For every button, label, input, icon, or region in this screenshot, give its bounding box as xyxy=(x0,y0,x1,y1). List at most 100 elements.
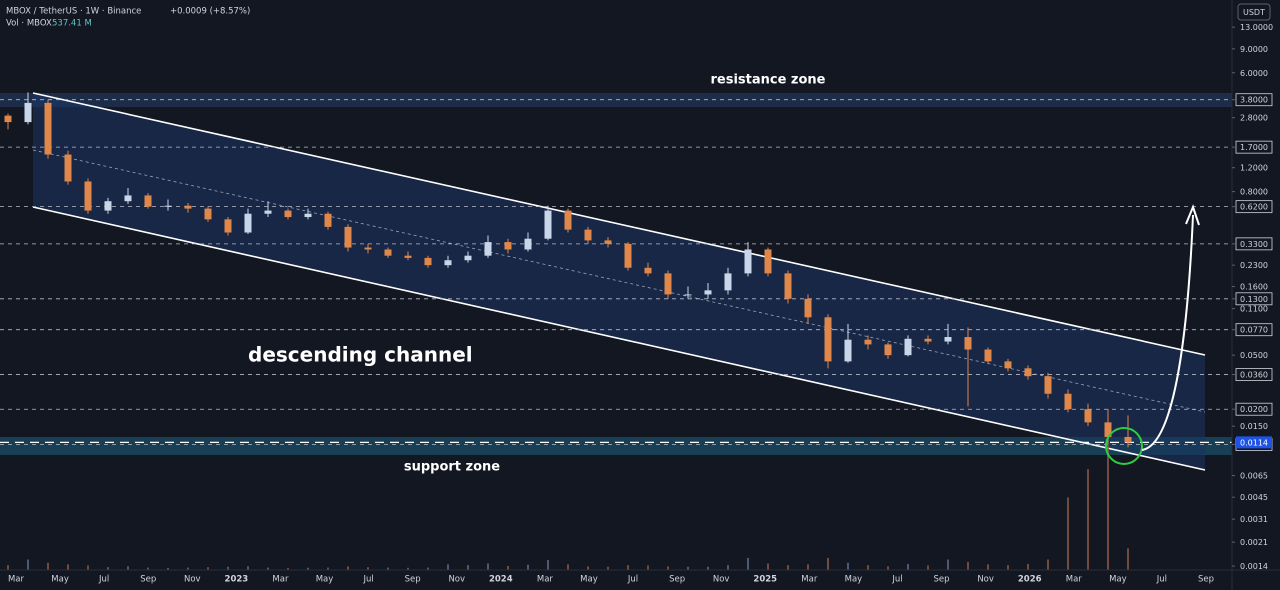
currency-box[interactable] xyxy=(1237,3,1271,21)
candle-body xyxy=(304,213,312,218)
y-tick-label: 0.0065 xyxy=(1240,472,1268,481)
y-tick-label: 9.0000 xyxy=(1240,45,1268,54)
volume-bar xyxy=(947,559,949,570)
x-tick-label: Mar xyxy=(1066,575,1083,585)
x-tick-label: May xyxy=(316,575,334,585)
change: +0.0009 (+8.57%) xyxy=(170,7,250,17)
candle-body xyxy=(684,294,692,296)
candle-body xyxy=(544,210,552,239)
x-tick-label: Nov xyxy=(713,575,730,585)
y-tick-label: 0.3300 xyxy=(1240,240,1268,249)
candle-body xyxy=(104,201,112,211)
y-tick-box xyxy=(1235,93,1273,107)
candle-body xyxy=(964,337,972,350)
volume-bar xyxy=(967,561,969,570)
y-tick-label: 0.0031 xyxy=(1240,515,1268,524)
symbol: MBOX / TetherUS · 1W · Binance xyxy=(6,7,141,17)
candle-body xyxy=(384,249,392,256)
x-tick-label: Sep xyxy=(934,575,950,585)
volume-bar xyxy=(767,563,769,570)
candle-body xyxy=(644,267,652,274)
volume-bar xyxy=(507,565,509,570)
candle-body xyxy=(424,257,432,266)
candle-body xyxy=(1084,409,1092,423)
last-price-box xyxy=(1236,436,1272,449)
y-tick-box xyxy=(1235,292,1273,306)
volume-bar xyxy=(667,566,669,570)
y-tick-label: 0.1600 xyxy=(1240,283,1268,292)
x-tick-label: Jul xyxy=(362,575,373,585)
candle-body xyxy=(1064,393,1072,410)
candle-body xyxy=(1104,422,1112,437)
y-tick-label: 0.2300 xyxy=(1240,261,1268,270)
candle-body xyxy=(364,247,372,250)
candle-body xyxy=(844,339,852,362)
volume-bar xyxy=(807,564,809,570)
volume-bar xyxy=(147,567,149,570)
candle-body xyxy=(144,195,152,207)
x-tick-label: May xyxy=(1109,575,1127,585)
volume-bar xyxy=(1107,445,1109,570)
volume-value: 537.41 M xyxy=(52,19,92,29)
x-tick-label: Nov xyxy=(977,575,994,585)
candle-body xyxy=(744,249,752,274)
x-tick-label: Sep xyxy=(1198,575,1214,585)
y-tick-label: 1.7000 xyxy=(1240,143,1268,152)
volume-bar xyxy=(1047,559,1049,570)
last-price-label: 0.0114 xyxy=(1240,438,1268,447)
y-tick-label: 0.1100 xyxy=(1240,305,1268,314)
support-band xyxy=(0,437,1232,455)
candle-body xyxy=(604,240,612,244)
volume-bar xyxy=(447,564,449,570)
candle-body xyxy=(804,298,812,318)
highlight-circle xyxy=(1105,427,1143,465)
y-tick-label: 0.0014 xyxy=(1240,562,1268,571)
x-tick-label: 2025 xyxy=(753,575,777,585)
y-tick-label: 0.0770 xyxy=(1240,326,1268,335)
candle-body xyxy=(884,344,892,356)
x-tick-label: Mar xyxy=(801,575,818,585)
volume-bar xyxy=(107,567,109,570)
volume-bar xyxy=(987,564,989,570)
candle-body xyxy=(904,338,912,356)
volume-bar xyxy=(1127,548,1129,570)
volume-bar xyxy=(887,566,889,570)
candle-body xyxy=(324,213,332,227)
x-tick-label: Nov xyxy=(184,575,201,585)
candle-body xyxy=(824,317,832,362)
volume-bar xyxy=(467,565,469,570)
volume-bar xyxy=(547,559,549,570)
volume-bar xyxy=(407,567,409,570)
projection-arrow xyxy=(1141,214,1194,451)
candle-body xyxy=(344,226,352,248)
volume-title: Vol · MBOX xyxy=(6,19,52,29)
candle-body xyxy=(664,273,672,295)
candle-body xyxy=(224,219,232,233)
y-tick-label: 0.0045 xyxy=(1240,493,1268,502)
channel-upper xyxy=(32,92,1206,356)
volume-bar xyxy=(427,567,429,570)
volume-bar xyxy=(707,566,709,570)
candle-body xyxy=(1124,436,1132,443)
candle-body xyxy=(864,339,872,345)
candle-body xyxy=(4,115,12,123)
volume-bar xyxy=(747,557,749,570)
y-tick-box xyxy=(1235,323,1273,337)
volume-bar xyxy=(487,563,489,570)
candle-body xyxy=(784,273,792,299)
volume-bar xyxy=(7,565,9,570)
volume-bar xyxy=(267,567,269,570)
currency[interactable]: USDT xyxy=(1243,8,1265,17)
volume-bar xyxy=(907,563,909,570)
channel-mid xyxy=(32,149,1206,413)
volume-bar xyxy=(387,567,389,570)
candle-body xyxy=(124,195,132,202)
y-tick-label: 6.0000 xyxy=(1240,69,1268,78)
channel-fill xyxy=(33,93,1205,470)
y-tick-label: 0.8000 xyxy=(1240,188,1268,197)
candle-body xyxy=(1024,368,1032,377)
x-tick-label: May xyxy=(51,575,69,585)
candle-body xyxy=(44,102,52,155)
volume-bar xyxy=(67,564,69,570)
y-tick-label: 1.2000 xyxy=(1240,164,1268,173)
